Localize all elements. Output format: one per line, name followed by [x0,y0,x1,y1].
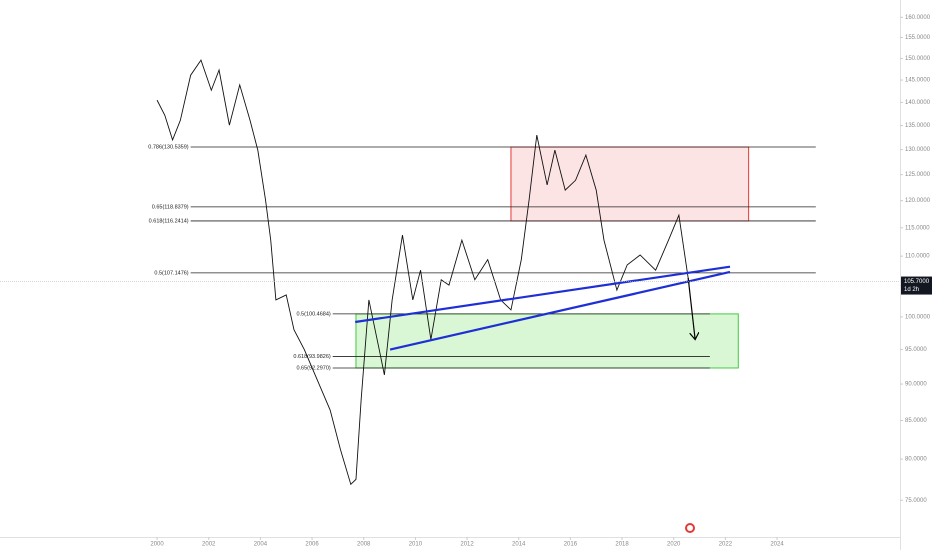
arrow [687,277,695,340]
y-tick-label: 145.0000 [905,78,931,84]
y-tick-label: 125.0000 [905,172,931,178]
x-tick-label: 2018 [615,542,629,548]
y-tick-label: 150.0000 [905,56,931,62]
fib-level-label: 0.618(93.9826) [293,354,330,360]
y-tick-label: 80.0000 [905,457,927,463]
x-tick-label: 2014 [512,542,526,548]
fib-level-label: 0.5(100.4684) [296,311,330,317]
x-tick-label: 2016 [564,542,578,548]
logo-inner [687,525,693,531]
x-tick-label: 2004 [254,542,268,548]
fib-level-label: 0.786(130.5359) [148,144,189,150]
x-tick-label: 2010 [409,542,423,548]
fib-level-label: 0.65(118.8379) [152,204,189,210]
y-tick-label: 75.0000 [905,498,927,504]
x-tick-label: 2020 [667,542,681,548]
x-tick-label: 2012 [460,542,474,548]
fib-level-label: 0.618(116.2414) [149,218,189,224]
x-tick-label: 2002 [202,542,216,548]
y-tick-label: 120.0000 [905,198,931,204]
zone [355,313,739,369]
fib-level-label: 0.65(92.2970) [296,365,330,371]
x-tick-label: 2022 [719,542,733,548]
y-tick-label: 100.0000 [905,314,931,320]
last-price-box [901,276,932,295]
y-tick-label: 130.0000 [905,147,931,153]
y-tick-label: 115.0000 [905,225,930,231]
y-tick-label: 95.0000 [905,347,927,353]
y-tick-label: 90.0000 [905,382,927,388]
trend-line [355,265,731,324]
x-tick-label: 2006 [305,542,319,548]
x-tick-label: 2008 [357,542,371,548]
fib-level-label: 0.5(107.1476) [154,270,188,276]
price-line [156,59,690,486]
y-tick-label: 155.0000 [905,35,931,41]
y-tick-label: 140.0000 [905,100,931,106]
trend-line [389,270,731,351]
last-price-label: 105.7000 [904,279,930,285]
y-tick-label: 110.0000 [905,254,930,260]
countdown: 1d 2h [904,287,919,293]
y-tick-label: 135.0000 [905,123,931,129]
x-tick-label: 2000 [150,542,164,548]
x-tick-label: 2024 [770,542,784,548]
y-tick-label: 160.0000 [905,15,931,21]
y-tick-label: 85.0000 [905,418,927,424]
